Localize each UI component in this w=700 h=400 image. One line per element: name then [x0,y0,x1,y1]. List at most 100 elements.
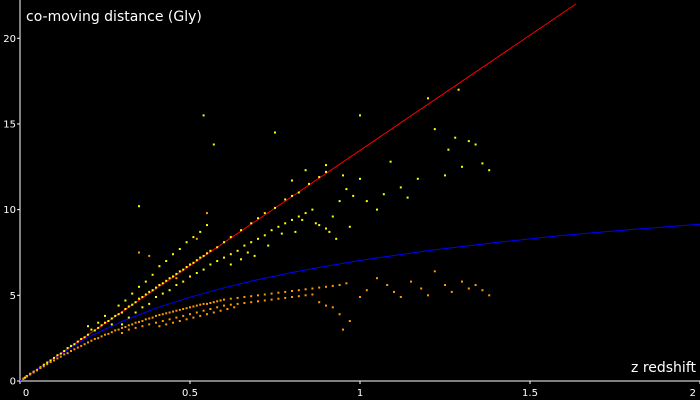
orange-point [348,320,351,322]
yellow-point [110,317,113,320]
yellow-point [73,343,76,346]
orange-point [206,212,208,215]
yellow-point [189,263,191,266]
orange-point [216,306,219,309]
yellow-point [56,354,59,357]
orange-point [311,293,314,296]
orange-point [216,300,219,303]
orange-point [42,365,45,368]
y-tick-label: 15 [3,119,16,130]
orange-point [87,341,89,344]
yellow-point [185,266,188,268]
yellow-point [253,254,256,257]
yellow-point [46,361,49,364]
orange-point [297,289,300,292]
orange-point [212,311,215,314]
orange-point [236,302,239,305]
yellow-point [42,363,45,366]
yellow-point [155,296,157,298]
orange-point [80,344,83,347]
yellow-point [229,236,232,239]
yellow-point [53,356,55,359]
yellow-point [318,224,321,227]
yellow-point [263,234,266,237]
yellow-point [49,359,52,362]
yellow-point [229,253,232,256]
yellow-point [457,88,460,91]
orange-point [270,298,273,301]
yellow-point [172,275,174,278]
orange-point [263,293,266,296]
yellow-point [325,164,327,167]
yellow-point [284,198,287,201]
orange-point [318,301,321,304]
y-tick-label: 20 [3,34,16,45]
yellow-point [121,323,123,326]
yellow-point [131,303,134,306]
orange-point [433,270,436,273]
yellow-point [172,253,174,256]
yellow-point [216,260,219,262]
orange-point [291,290,293,292]
yellow-point [206,252,208,255]
yellow-point [263,212,266,215]
orange-point [66,352,69,355]
orange-point [257,300,259,303]
yellow-point [461,165,463,168]
yellow-point [376,208,378,211]
yellow-point [104,314,106,317]
orange-point [175,277,178,280]
orange-point [277,297,280,300]
yellow-point [178,248,181,250]
orange-point [284,296,287,299]
x-axis-ticks: 0 0.5 1 1.5 2 [19,381,700,399]
yellow-point [301,218,304,221]
orange-point [481,289,484,292]
yellow-point [304,169,307,172]
yellow-point [331,215,334,218]
yellow-point [335,237,338,240]
orange-point [331,306,334,309]
orange-point [46,363,49,366]
yellow-point [151,273,154,276]
orange-point [243,302,246,304]
orange-point [233,306,236,309]
yellow-point [284,222,287,225]
yellow-point [348,225,351,228]
orange-point [209,308,212,310]
yellow-point [195,272,198,274]
orange-point [161,320,164,322]
yellow-point [127,316,130,319]
orange-point [182,314,185,317]
yellow-point [104,321,106,324]
yellow-point [148,302,151,305]
yellow-point [314,222,317,225]
yellow-point [117,313,120,316]
y-axis-title: co-moving distance (Gly) [26,9,202,25]
yellow-point [206,224,208,227]
yellow-point [107,320,110,322]
orange-point [90,339,93,342]
yellow-point [161,292,164,295]
orange-point [104,333,106,336]
yellow-point [399,186,402,189]
orange-point [138,251,140,254]
yellow-point [359,114,361,117]
orange-point [345,282,348,285]
orange-point [386,284,389,286]
orange-point [178,320,181,322]
orange-point [331,284,334,287]
yellow-point [308,182,310,185]
orange-point [134,326,137,329]
orange-point [376,277,378,280]
yellow-point [182,280,185,283]
orange-point [121,332,123,334]
orange-point [450,290,453,293]
yellow-point [192,261,195,264]
orange-point [461,280,463,283]
yellow-point [87,333,89,336]
yellow-point [70,344,72,347]
yellow-point [246,251,249,254]
yellow-point [209,263,212,266]
yellow-point [280,232,283,235]
